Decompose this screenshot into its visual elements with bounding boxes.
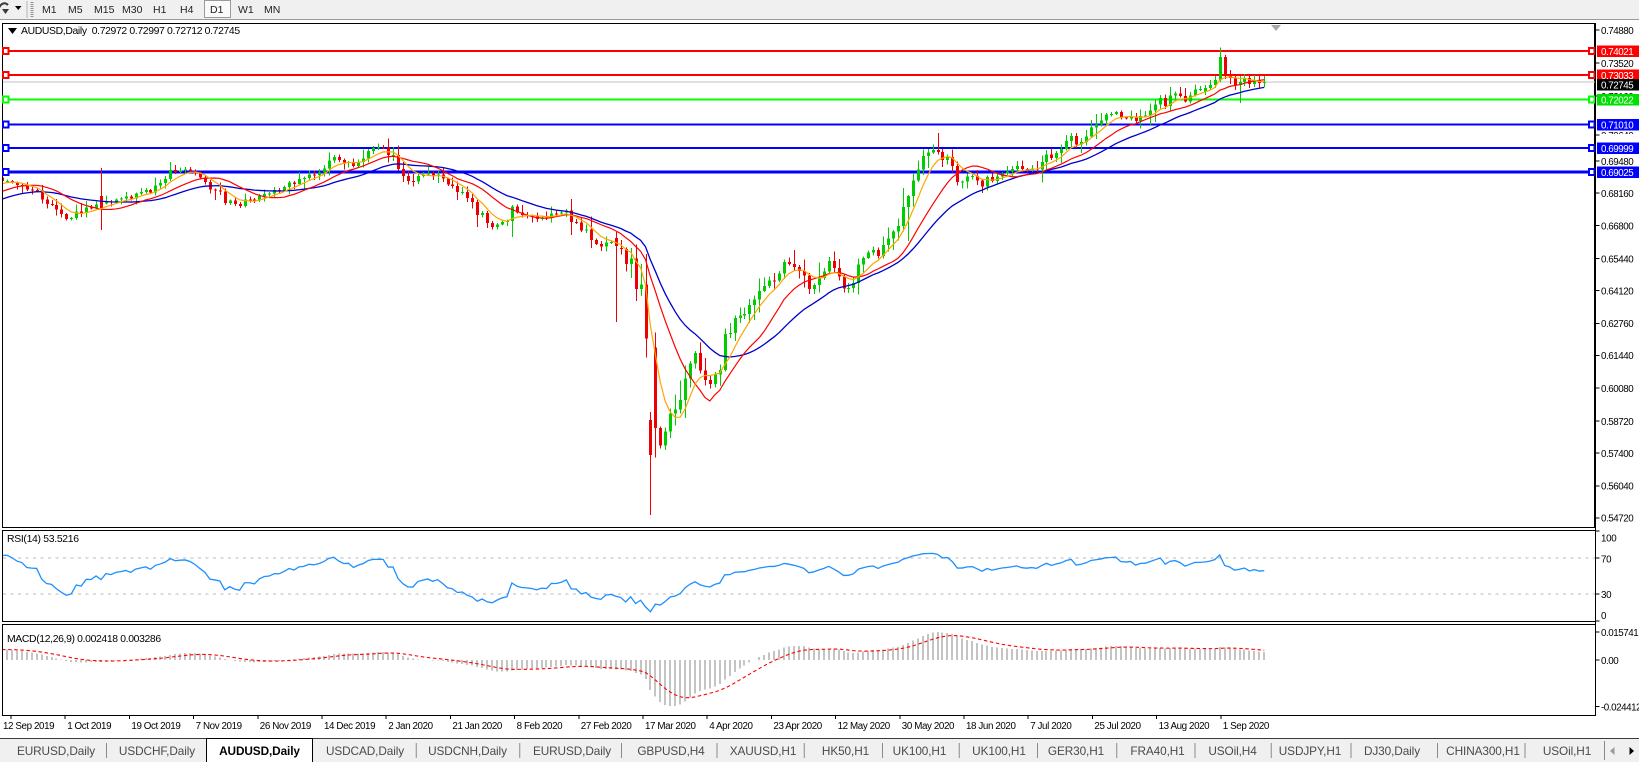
svg-text:EURUSD,Daily: EURUSD,Daily [17, 744, 95, 758]
svg-text:FRA40,H1: FRA40,H1 [1130, 744, 1184, 758]
svg-text:2 Jan 2020: 2 Jan 2020 [388, 721, 433, 732]
svg-text:0.65440: 0.65440 [1601, 254, 1634, 265]
svg-text:0.60080: 0.60080 [1601, 384, 1634, 395]
svg-text:USDCNH,Daily: USDCNH,Daily [428, 744, 507, 758]
svg-text:USDCHF,Daily: USDCHF,Daily [119, 744, 195, 758]
svg-text:USDCAD,Daily: USDCAD,Daily [326, 744, 404, 758]
svg-text:7 Jul 2020: 7 Jul 2020 [1030, 721, 1072, 732]
svg-text:0.57400: 0.57400 [1601, 449, 1634, 460]
svg-text:M5: M5 [68, 4, 83, 16]
svg-text:0: 0 [1601, 611, 1607, 622]
svg-text:0.69025: 0.69025 [1601, 168, 1634, 179]
svg-text:0.00: 0.00 [1601, 656, 1619, 667]
svg-text:XAUUSD,H1: XAUUSD,H1 [730, 744, 797, 758]
svg-text:18 Jun 2020: 18 Jun 2020 [966, 721, 1016, 732]
svg-text:D1: D1 [210, 4, 224, 16]
svg-text:0.72745: 0.72745 [1601, 81, 1634, 92]
svg-text:26 Nov 2019: 26 Nov 2019 [260, 721, 311, 732]
svg-text:USDJPY,H1: USDJPY,H1 [1279, 744, 1341, 758]
svg-text:100: 100 [1601, 534, 1617, 545]
svg-text:0.64120: 0.64120 [1601, 286, 1634, 297]
svg-text:30: 30 [1601, 590, 1612, 601]
svg-text:USOil,H4: USOil,H4 [1208, 744, 1257, 758]
svg-text:0.68160: 0.68160 [1601, 189, 1634, 200]
svg-text:25 Jul 2020: 25 Jul 2020 [1094, 721, 1141, 732]
svg-text:0.62760: 0.62760 [1601, 319, 1634, 330]
svg-text:0.69999: 0.69999 [1601, 144, 1633, 155]
svg-text:30 May 2020: 30 May 2020 [902, 721, 955, 732]
svg-text:12 Sep 2019: 12 Sep 2019 [3, 721, 54, 732]
svg-text:AUDUSD,Daily: AUDUSD,Daily [219, 744, 300, 758]
svg-text:W1: W1 [238, 4, 254, 16]
svg-text:1 Oct 2019: 1 Oct 2019 [67, 721, 111, 732]
svg-text:17 Mar 2020: 17 Mar 2020 [645, 721, 697, 732]
svg-text:0.73520: 0.73520 [1601, 59, 1634, 70]
svg-text:HK50,H1: HK50,H1 [822, 744, 869, 758]
svg-text:27 Feb 2020: 27 Feb 2020 [581, 721, 633, 732]
svg-text:19 Oct 2019: 19 Oct 2019 [131, 721, 180, 732]
svg-text:M1: M1 [42, 4, 57, 16]
svg-text:GER30,H1: GER30,H1 [1048, 744, 1104, 758]
svg-text:GBPUSD,H4: GBPUSD,H4 [637, 744, 705, 758]
svg-text:0.74880: 0.74880 [1601, 26, 1634, 37]
svg-text:12 May 2020: 12 May 2020 [838, 721, 891, 732]
svg-text:RSI(14) 53.5216: RSI(14) 53.5216 [7, 534, 79, 545]
svg-text:-0.024412: -0.024412 [1601, 703, 1639, 714]
svg-text:H4: H4 [180, 4, 194, 16]
svg-text:0.66800: 0.66800 [1601, 222, 1634, 233]
svg-text:USOil,H1: USOil,H1 [1543, 744, 1591, 758]
svg-text:0.73033: 0.73033 [1601, 71, 1634, 82]
svg-text:UK100,H1: UK100,H1 [972, 744, 1026, 758]
svg-text:0.61440: 0.61440 [1601, 351, 1634, 362]
svg-text:DJ30,Daily: DJ30,Daily [1364, 744, 1420, 758]
svg-text:13 Aug 2020: 13 Aug 2020 [1159, 721, 1211, 732]
svg-text:0.58720: 0.58720 [1601, 417, 1634, 428]
svg-text:0.56040: 0.56040 [1601, 482, 1634, 493]
svg-text:M15: M15 [94, 4, 115, 16]
svg-text:M30: M30 [122, 4, 143, 16]
svg-text:0.015741: 0.015741 [1601, 628, 1638, 639]
svg-text:H1: H1 [153, 4, 167, 16]
svg-text:7 Nov 2019: 7 Nov 2019 [196, 721, 242, 732]
svg-text:CHINA300,H1: CHINA300,H1 [1446, 744, 1520, 758]
svg-text:AUDUSD,Daily 0.72972 0.72997: AUDUSD,Daily 0.72972 0.72997 0.72712 0.7… [21, 26, 240, 37]
svg-text:23 Apr 2020: 23 Apr 2020 [773, 721, 822, 732]
svg-text:MN: MN [264, 4, 280, 16]
svg-text:70: 70 [1601, 555, 1612, 566]
svg-text:0.72022: 0.72022 [1601, 96, 1633, 107]
svg-text:8 Feb 2020: 8 Feb 2020 [517, 721, 564, 732]
svg-text:0.70640: 0.70640 [1601, 131, 1634, 142]
svg-text:UK100,H1: UK100,H1 [893, 744, 947, 758]
svg-text:14 Dec 2019: 14 Dec 2019 [324, 721, 375, 732]
svg-text:1 Sep 2020: 1 Sep 2020 [1223, 721, 1270, 732]
svg-text:MACD(12,26,9) 0.002418 0.00328: MACD(12,26,9) 0.002418 0.003286 [7, 634, 161, 645]
svg-text:EURUSD,Daily: EURUSD,Daily [533, 744, 611, 758]
svg-text:0.71010: 0.71010 [1601, 121, 1634, 132]
svg-text:0.54720: 0.54720 [1601, 514, 1634, 525]
svg-text:0.69480: 0.69480 [1601, 157, 1634, 168]
svg-text:4 Apr 2020: 4 Apr 2020 [709, 721, 753, 732]
svg-text:21 Jan 2020: 21 Jan 2020 [452, 721, 502, 732]
svg-text:0.74021: 0.74021 [1601, 47, 1633, 58]
